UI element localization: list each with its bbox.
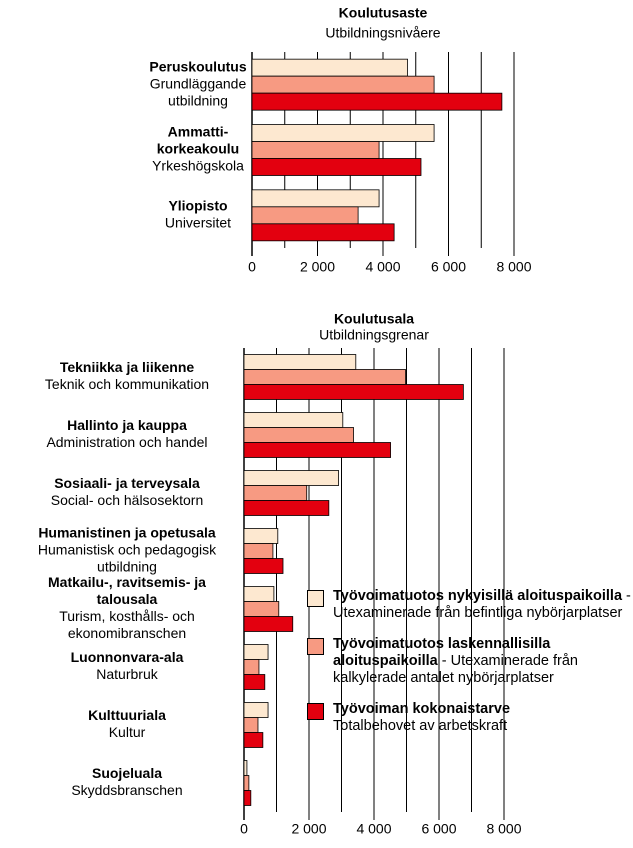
- category-label: Humanistisk och pedagogisk: [38, 542, 217, 558]
- bar: [243, 659, 260, 675]
- category-label: Social- och hälsosektorn: [51, 492, 204, 508]
- category-label: Skyddsbranschen: [71, 782, 182, 798]
- category-label: Yliopisto: [168, 198, 227, 214]
- bar: [243, 616, 294, 632]
- category-label: Luonnonvara-ala: [71, 649, 184, 665]
- bar: [243, 790, 252, 806]
- category-label: talousala: [97, 591, 158, 607]
- legend-swatch: [307, 590, 324, 607]
- x-tick-label: 2 000: [291, 821, 326, 837]
- category-label: Universitet: [165, 215, 231, 231]
- legend-swatch: [307, 703, 324, 720]
- category-label: Administration och handel: [46, 434, 207, 450]
- legend-item: Työvoimatuotos nykyisillä aloituspaikoil…: [305, 588, 631, 622]
- chart-subtitle: Utbildningsnivåere: [325, 25, 440, 41]
- x-tick-label: 6 000: [431, 259, 466, 275]
- bar: [251, 124, 435, 142]
- category-label: Turism, kosthålls- och: [59, 608, 195, 624]
- category-label: Naturbruk: [96, 666, 158, 682]
- bar: [243, 601, 280, 617]
- bar: [251, 141, 380, 159]
- chart-title: Koulutusaste: [339, 5, 428, 21]
- bar: [243, 760, 248, 776]
- chart-title: Koulutusala: [334, 311, 414, 327]
- bar: [243, 412, 344, 428]
- bar: [251, 158, 422, 176]
- bar: [243, 775, 250, 791]
- category-label: utbildning: [97, 559, 157, 575]
- x-tick-label: 4 000: [356, 821, 391, 837]
- bar: [243, 427, 354, 443]
- legend: Työvoimatuotos nykyisillä aloituspaikoil…: [305, 588, 631, 749]
- legend-note: - Utexaminerade från befintliga nybörjar…: [333, 588, 631, 621]
- legend-item: Työvoiman kokonaistarve Totalbehovet av …: [305, 701, 631, 735]
- x-tick-label: 6 000: [421, 821, 456, 837]
- category-label: Kultur: [109, 724, 146, 740]
- legend-note: - Utexaminerade från kalkylerade antalet…: [333, 653, 578, 686]
- bar: [243, 528, 279, 544]
- legend-name: Työvoimatuotos nykyisillä aloituspaikoil…: [333, 588, 623, 604]
- bar: [243, 369, 406, 385]
- legend-swatch: [307, 638, 324, 655]
- bar: [243, 485, 308, 501]
- bar: [243, 470, 339, 486]
- x-tick-label: 8 000: [486, 821, 521, 837]
- bar: [243, 717, 259, 733]
- x-tick-label: 0: [248, 259, 256, 275]
- bar: [243, 543, 274, 559]
- bar: [243, 586, 275, 602]
- category-label: Ammatti-: [168, 124, 229, 140]
- category-label: Tekniikka ja liikenne: [60, 359, 195, 375]
- category-label: Suojeluala: [92, 765, 162, 781]
- category-label: Sosiaali- ja terveysala: [54, 475, 200, 491]
- bar: [243, 384, 464, 400]
- category-label: utbildning: [168, 92, 228, 108]
- bar: [251, 189, 380, 208]
- category-label: Yrkeshögskola: [152, 158, 244, 174]
- bar: [251, 92, 503, 111]
- category-label: Hallinto ja kauppa: [67, 417, 187, 433]
- x-tick-label: 2 000: [300, 259, 335, 275]
- bar: [251, 223, 395, 242]
- bar: [243, 674, 266, 690]
- category-label: Peruskoulutus: [149, 58, 246, 74]
- category-label: Matkailu-, ravitsemis- ja: [48, 574, 206, 590]
- x-tick-label: 0: [240, 821, 248, 837]
- category-label: Humanistinen ja opetusala: [38, 525, 216, 541]
- category-label: Kulttuuriala: [88, 707, 166, 723]
- x-tick-label: 8 000: [496, 259, 531, 275]
- bar: [243, 442, 391, 458]
- bar: [243, 354, 357, 370]
- legend-note: Totalbehovet av arbetskraft: [333, 718, 508, 734]
- bar: [243, 644, 269, 660]
- bar: [243, 500, 330, 516]
- bar: [243, 732, 264, 748]
- bar: [251, 206, 359, 225]
- category-label: ekonomibranschen: [68, 625, 186, 641]
- x-tick-label: 4 000: [365, 259, 400, 275]
- legend-name: Työvoiman kokonaistarve: [333, 701, 511, 717]
- bar: [251, 58, 408, 77]
- bar: [243, 558, 284, 574]
- category-label: Teknik och kommunikation: [45, 376, 209, 392]
- category-label: korkeakoulu: [157, 141, 239, 157]
- legend-item: Työvoimatuotos laskennallisilla aloitusp…: [305, 636, 631, 687]
- bar: [243, 702, 269, 718]
- bar: [251, 75, 435, 94]
- legend-name: Työvoimatuotos laskennallisilla aloitusp…: [333, 636, 551, 669]
- category-label: Grundläggande: [150, 75, 247, 91]
- chart-subtitle: Utbildningsgrenar: [319, 327, 429, 343]
